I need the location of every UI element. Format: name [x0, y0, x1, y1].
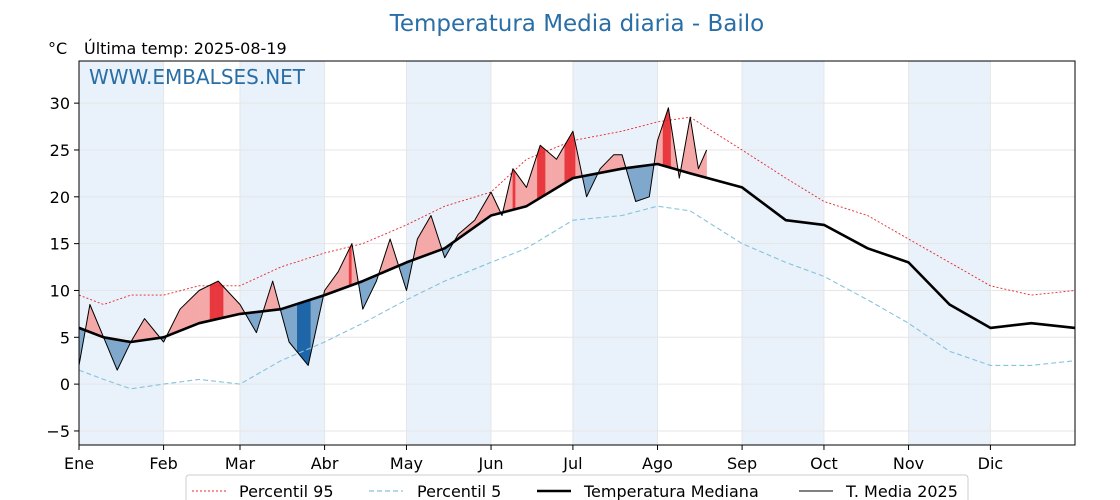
- month-band: [742, 61, 824, 445]
- anomaly-fill: [635, 166, 639, 202]
- anomaly-fill: [182, 303, 186, 331]
- anomaly-fill: [217, 280, 222, 320]
- anomaly-fill: [212, 281, 216, 321]
- anomaly-fill: [291, 304, 295, 350]
- anomaly-fill: [569, 130, 574, 181]
- anomaly-fill: [515, 171, 519, 210]
- anomaly-fill: [638, 165, 642, 201]
- x-tick-label: Jul: [562, 454, 582, 473]
- anomaly-fill: [425, 219, 429, 256]
- y-tick-label: 20: [50, 188, 70, 207]
- y-tick-label: 25: [50, 141, 70, 160]
- anomaly-fill: [548, 151, 552, 194]
- month-band: [572, 61, 658, 445]
- x-tick-label: Ago: [642, 454, 673, 473]
- series-line-median: [78, 162, 1076, 344]
- anomaly-fill: [294, 303, 298, 353]
- anomaly-fill: [640, 165, 645, 200]
- x-tick-label: Mar: [225, 454, 256, 473]
- anomaly-fill: [613, 154, 617, 171]
- y-tick-label: −5: [46, 422, 70, 441]
- x-tick-label: Jun: [478, 454, 504, 473]
- legend-label-p95: Percentil 95: [239, 482, 334, 500]
- anomaly-fill: [204, 285, 208, 323]
- anomaly-fill: [193, 292, 197, 326]
- anomaly-fill: [179, 305, 183, 332]
- anomaly-fill: [567, 134, 571, 182]
- legend-label-current: T. Media 2025: [845, 482, 958, 500]
- series-line-p5: [78, 205, 1076, 390]
- anomaly-fill: [185, 300, 189, 329]
- anomaly-fill: [559, 149, 563, 187]
- x-tick-label: Sep: [727, 454, 757, 473]
- anomaly-fill: [201, 287, 205, 323]
- y-tick-label: 30: [50, 94, 70, 113]
- anomaly-fill: [348, 243, 353, 287]
- anomaly-fill: [518, 175, 522, 209]
- anomaly-fill: [220, 283, 224, 319]
- anomaly-fill: [223, 286, 227, 318]
- x-tick-label: Dic: [978, 454, 1004, 473]
- anomaly-fill: [564, 139, 568, 184]
- month-band: [908, 61, 991, 445]
- anomaly-fill: [209, 283, 213, 322]
- anomaly-fill: [542, 147, 546, 197]
- legend: Percentil 95 Percentil 5 Temperatura Med…: [185, 474, 969, 500]
- y-axis-unit: °C: [48, 39, 67, 58]
- anomaly-fill: [196, 289, 200, 325]
- y-tick-label: 15: [50, 235, 70, 254]
- y-tick-label: 10: [50, 281, 70, 300]
- series-line-current: [78, 107, 708, 371]
- y-tick-label: 0: [60, 375, 70, 394]
- legend-box: [185, 474, 969, 500]
- anomaly-fill: [520, 179, 525, 208]
- watermark: WWW.EMBALSES.NET: [89, 65, 306, 89]
- anomaly-fill: [550, 154, 555, 192]
- anomaly-fill: [553, 156, 557, 191]
- x-tick-label: Ene: [64, 454, 94, 473]
- anomaly-fill: [616, 154, 620, 171]
- anomaly-fill: [545, 149, 549, 196]
- anomaly-fill: [190, 295, 194, 327]
- plot-area: −5 0 5 10 15 20 25 30 Ene Feb Mar Abr May Jun Jul Ago Se…: [46, 60, 1076, 473]
- anomaly-fill: [198, 288, 203, 324]
- y-tick-label: 5: [60, 328, 70, 347]
- anomaly-fill: [215, 280, 219, 320]
- anomaly-fill: [561, 144, 565, 186]
- anomaly-fill: [643, 165, 647, 200]
- anomaly-fill: [297, 302, 301, 357]
- anomaly-fill: [305, 300, 309, 367]
- x-tick-label: Abr: [311, 454, 339, 473]
- anomaly-fill: [226, 289, 230, 318]
- anomaly-fill: [556, 153, 560, 189]
- anomaly-fill: [302, 300, 306, 363]
- anomaly-fill: [619, 154, 623, 170]
- anomaly-fill: [299, 301, 304, 360]
- anomaly-fill: [187, 297, 192, 328]
- plot-frame: [78, 60, 1076, 446]
- x-tick-label: Feb: [149, 454, 177, 473]
- month-band: [239, 61, 325, 445]
- anomaly-fill: [665, 107, 669, 168]
- anomaly-fill: [207, 284, 211, 322]
- month-band: [79, 61, 164, 445]
- anomaly-fill: [646, 164, 650, 199]
- legend-label-median: Temperatura Mediana: [583, 482, 759, 500]
- anomaly-fill: [288, 305, 293, 347]
- chart-title: Temperatura Media diaria - Bailo: [389, 11, 765, 37]
- legend-label-p5: Percentil 5: [417, 482, 501, 500]
- anomaly-fill: [512, 167, 516, 211]
- x-tick-label: Oct: [810, 454, 838, 473]
- anomaly-fill: [228, 292, 233, 317]
- x-tick-label: May: [390, 454, 423, 473]
- anomaly-fill: [428, 214, 432, 255]
- last-temp-label: Última temp: 2025-08-19: [84, 39, 287, 58]
- x-tick-label: Nov: [893, 454, 924, 473]
